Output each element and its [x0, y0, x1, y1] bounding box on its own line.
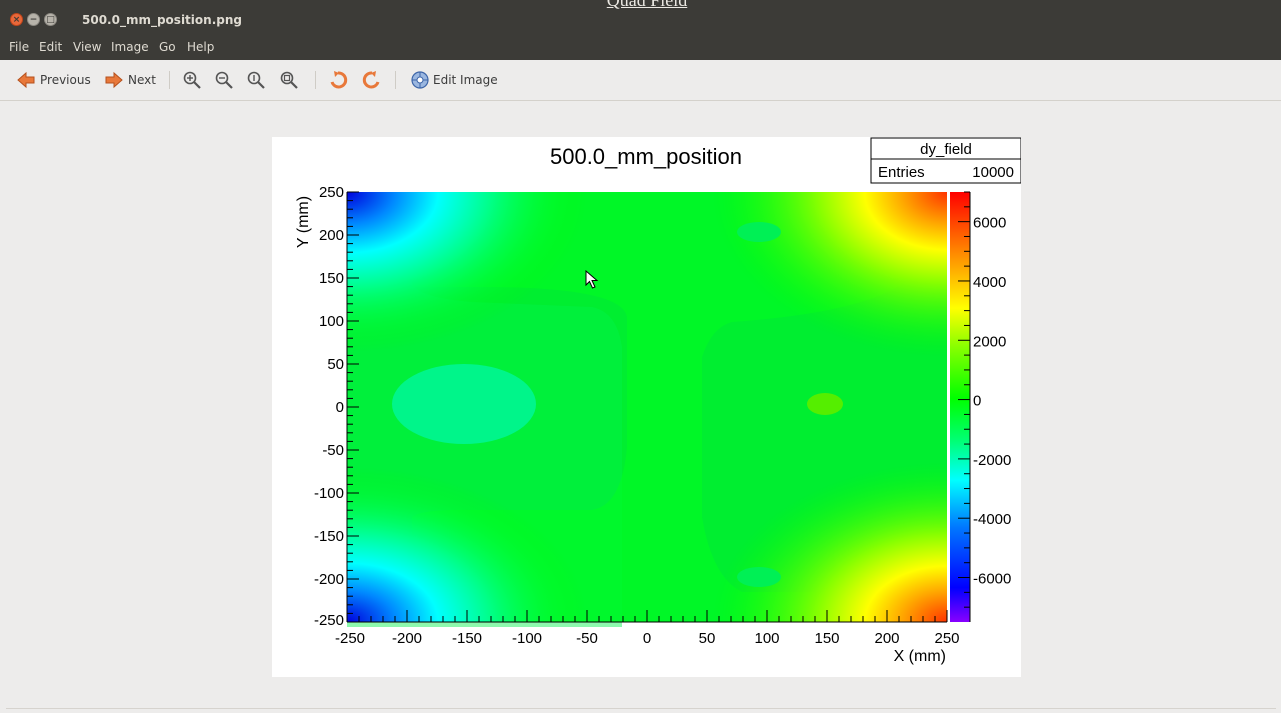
- status-separator: [6, 708, 1276, 709]
- palette-tick-label: -2000: [973, 452, 1011, 469]
- y-tick-label: 200: [319, 227, 344, 244]
- stats-entries-label: Entries: [878, 164, 925, 181]
- rotate-left-button[interactable]: [328, 69, 348, 91]
- heatmap-bottom-blob: [737, 567, 781, 587]
- heatmap-corner: [347, 467, 587, 622]
- menu-help[interactable]: Help: [187, 40, 215, 54]
- previous-button[interactable]: Previous: [16, 69, 91, 91]
- previous-label: Previous: [40, 73, 91, 87]
- x-tick-label: -100: [512, 630, 542, 647]
- zoom-in-button[interactable]: [182, 69, 202, 91]
- x-tick-label: -200: [392, 630, 422, 647]
- y-tick-label: 50: [327, 356, 344, 373]
- menu-go[interactable]: Go: [159, 40, 176, 54]
- toolbar-separator: [315, 71, 316, 89]
- zoom-fit-button[interactable]: [279, 69, 299, 91]
- palette-tick-label: -4000: [973, 511, 1011, 528]
- x-tick-label: -250: [335, 630, 365, 647]
- arrow-left-icon: [17, 71, 35, 89]
- y-tick-label: -250: [314, 612, 344, 629]
- y-tick-label: -200: [314, 571, 344, 588]
- stats-entries-value: 10000: [972, 164, 1014, 181]
- y-tick-label: 250: [319, 184, 344, 201]
- menu-file[interactable]: File: [9, 40, 30, 54]
- heatmap-corner: [712, 462, 947, 622]
- x-axis-label: X (mm): [894, 648, 946, 665]
- toolbar-separator: [395, 71, 396, 89]
- x-tick-label: -50: [576, 630, 598, 647]
- heatmap-corner: [712, 192, 947, 357]
- heatmap-chart: -250 -200 -150 -100 -50 0 50 100 150 200 250 250 20…: [295, 137, 1021, 665]
- maximize-button[interactable]: □: [44, 13, 57, 26]
- next-label: Next: [128, 73, 156, 87]
- zoom-out-button[interactable]: [214, 69, 234, 91]
- rotate-left-icon: [330, 71, 348, 89]
- x-tick-label: 50: [699, 630, 716, 647]
- zoom-normal-icon: [247, 71, 265, 89]
- rotate-right-icon: [362, 71, 380, 89]
- palette-tick-label: 4000: [973, 274, 1006, 291]
- x-tick-label: 100: [754, 630, 779, 647]
- edit-image-button[interactable]: Edit Image: [410, 69, 498, 91]
- minimize-button[interactable]: −: [27, 13, 40, 26]
- color-palette: [950, 192, 970, 622]
- chart-title: 500.0_mm_position: [550, 144, 742, 169]
- heatmap-top-blob: [737, 222, 781, 242]
- palette-tick-label: -6000: [973, 571, 1011, 588]
- zoom-out-icon: [215, 71, 233, 89]
- menu-image[interactable]: Image: [111, 40, 149, 54]
- background-window-title: Quad Field: [606, 0, 688, 10]
- y-tick-label: -50: [322, 442, 344, 459]
- y-tick-label: 100: [319, 313, 344, 330]
- title-bar: Quad Field × − □ 500.0_mm_position.png: [0, 0, 1281, 38]
- stats-box: [870, 137, 1021, 184]
- rotate-right-button[interactable]: [362, 69, 382, 91]
- zoom-in-icon: [183, 71, 201, 89]
- y-axis-label: Y (mm): [295, 196, 312, 248]
- heatmap-right-center-blob: [807, 393, 843, 415]
- x-tick-label: 0: [643, 630, 651, 647]
- window-title: 500.0_mm_position.png: [82, 13, 242, 27]
- heatmap-corner: [347, 192, 587, 352]
- edit-image-icon: [411, 71, 429, 89]
- toolbar: Previous Next Edit Image: [0, 60, 1281, 101]
- toolbar-separator: [169, 71, 170, 89]
- palette-tick-label: 6000: [973, 215, 1006, 232]
- arrow-right-icon: [105, 71, 123, 89]
- x-tick-label: 250: [934, 630, 959, 647]
- heatmap-left-center-blob: [392, 364, 536, 444]
- y-ticks: 250 200 150 100 50 0 -50 -100 -150 -200 -250: [314, 184, 359, 629]
- image-canvas[interactable]: -250 -200 -150 -100 -50 0 50 100 150 200 250 250 20…: [272, 137, 1021, 677]
- y-tick-label: 150: [319, 270, 344, 287]
- x-tick-label: 150: [814, 630, 839, 647]
- x-tick-label: 200: [874, 630, 899, 647]
- stats-name: dy_field: [920, 141, 972, 158]
- x-tick-label: -150: [452, 630, 482, 647]
- x-ticks: -250 -200 -150 -100 -50 0 50 100 150 200 250: [335, 610, 960, 647]
- y-tick-label: -150: [314, 528, 344, 545]
- zoom-normal-button[interactable]: [246, 69, 266, 91]
- mouse-cursor-icon: [585, 270, 599, 289]
- y-tick-label: -100: [314, 485, 344, 502]
- y-tick-label: 0: [336, 399, 344, 416]
- edit-image-label: Edit Image: [433, 73, 498, 87]
- palette-tick-label: 0: [973, 393, 981, 410]
- menu-view[interactable]: View: [73, 40, 102, 54]
- zoom-fit-icon: [280, 71, 298, 89]
- palette-tick-label: 2000: [973, 333, 1006, 350]
- menu-bar: File Edit View Image Go Help: [0, 38, 1281, 60]
- close-button[interactable]: ×: [10, 13, 23, 26]
- next-button[interactable]: Next: [104, 69, 156, 91]
- menu-edit[interactable]: Edit: [39, 40, 63, 54]
- palette-ticks: 6000 4000 2000 0 -2000 -4000 -6000: [958, 191, 1011, 608]
